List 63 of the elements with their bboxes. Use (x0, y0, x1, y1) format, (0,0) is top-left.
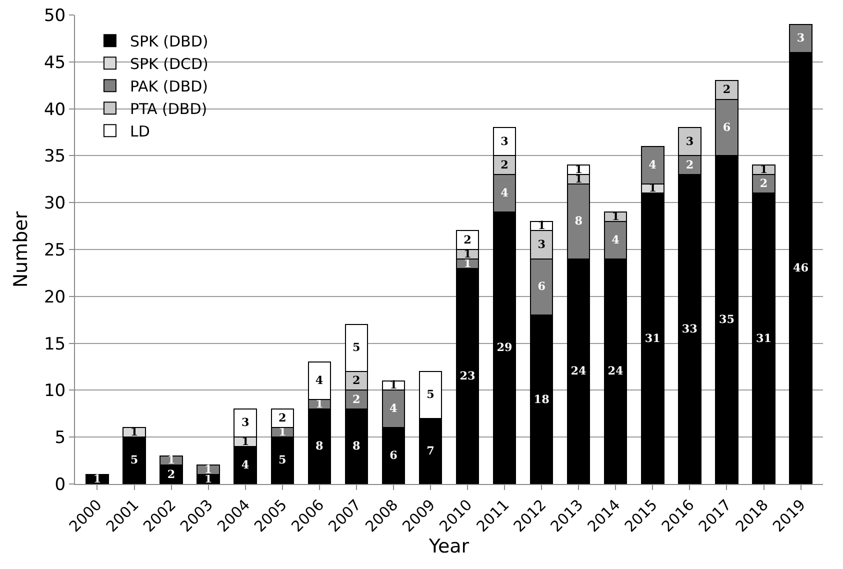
data-label: 8 (574, 214, 583, 228)
data-label: 31 (644, 332, 660, 345)
y-tick-label: 40 (44, 100, 66, 120)
data-label: 5 (352, 341, 360, 354)
data-label: 4 (500, 186, 509, 200)
y-tick-label: 50 (44, 6, 66, 26)
data-label: 1 (93, 472, 102, 486)
data-label: 4 (315, 374, 324, 388)
y-tick-label: 15 (44, 334, 66, 354)
legend-label: LD (130, 122, 150, 140)
data-label: 4 (389, 402, 398, 416)
data-label: 33 (682, 322, 698, 336)
data-label: 29 (496, 341, 513, 354)
data-label: 6 (390, 449, 398, 462)
data-label: 2 (760, 177, 768, 190)
data-label: 1 (204, 463, 212, 476)
data-label: 5 (278, 454, 286, 467)
data-label: 7 (426, 444, 434, 458)
data-label: 3 (241, 416, 250, 430)
data-label: 6 (722, 120, 731, 134)
data-label: 2 (167, 468, 176, 481)
data-label: 31 (756, 332, 772, 345)
data-label: 2 (278, 412, 286, 425)
y-tick-label: 35 (44, 146, 66, 167)
data-label: 23 (460, 369, 476, 382)
data-label: 35 (718, 313, 734, 326)
legend-label: SPK (DCD) (130, 54, 208, 73)
data-label: 3 (796, 32, 805, 45)
data-label: 2 (352, 392, 360, 406)
y-tick-label: 5 (54, 428, 66, 448)
data-label: 3 (500, 134, 509, 148)
y-tick-label: 20 (44, 287, 66, 308)
data-label: 2 (464, 233, 472, 246)
data-label: 4 (241, 458, 250, 472)
y-tick-label: 45 (44, 52, 66, 73)
data-label: 5 (426, 388, 434, 402)
data-label: 8 (316, 440, 324, 453)
x-axis-title: Year (428, 536, 470, 558)
data-label: 4 (612, 233, 620, 246)
legend-label: PAK (DBD) (130, 77, 208, 96)
data-label: 24 (570, 364, 586, 378)
y-tick-label: 25 (44, 240, 66, 260)
data-label: 2 (500, 158, 508, 172)
data-label: 1 (167, 454, 176, 467)
data-label: 2 (352, 374, 360, 388)
data-label: 3 (538, 238, 546, 251)
data-label: 3 (686, 134, 694, 148)
data-label: 2 (722, 83, 731, 96)
y-axis-title: Number (10, 211, 32, 288)
data-label: 6 (538, 280, 546, 294)
legend-label: PTA (DBD) (130, 100, 208, 118)
y-tick-label: 0 (54, 474, 66, 495)
data-label: 4 (648, 158, 657, 172)
bar (86, 474, 109, 484)
data-label: 18 (534, 392, 550, 406)
data-label: 24 (608, 364, 624, 378)
legend-label: SPK (DBD) (130, 32, 208, 50)
data-label: 5 (130, 454, 138, 467)
data-label: 8 (352, 440, 361, 453)
data-label: 46 (793, 261, 809, 274)
data-label: 2 (686, 158, 694, 172)
y-tick-label: 30 (44, 194, 66, 214)
y-tick-label: 10 (44, 381, 66, 402)
